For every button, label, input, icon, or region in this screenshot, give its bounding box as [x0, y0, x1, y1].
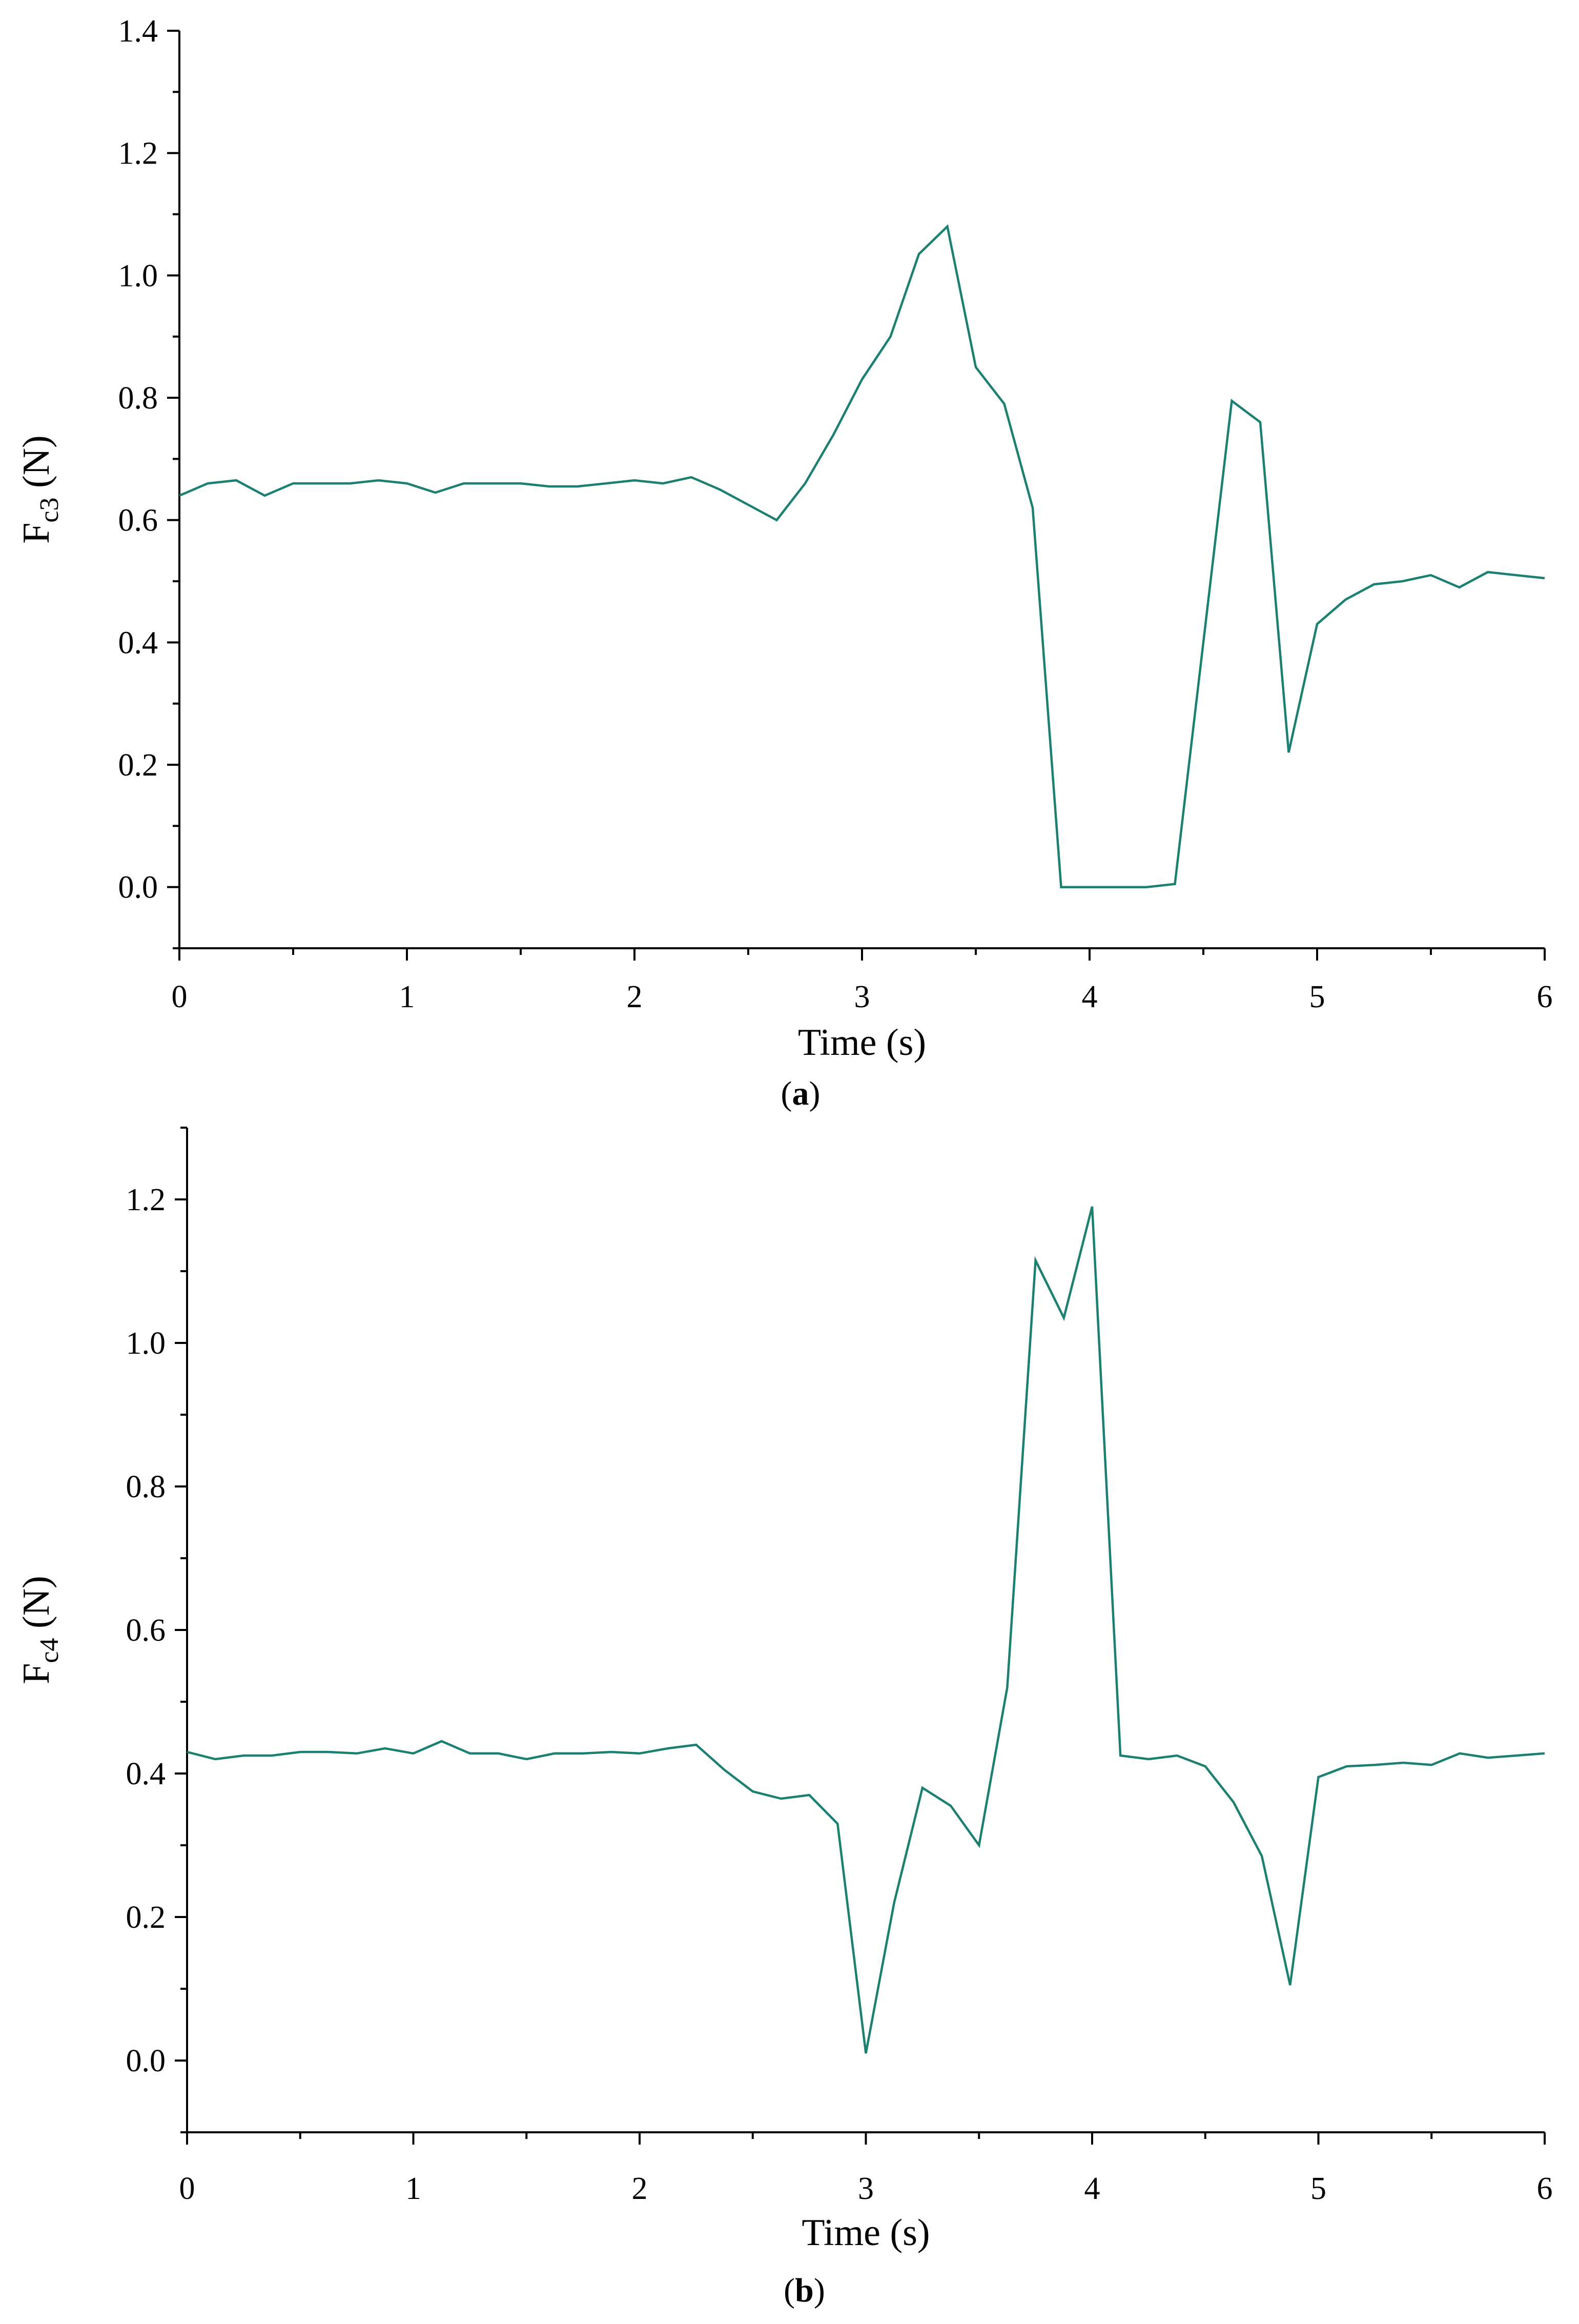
y-tick-label: 0.8	[118, 381, 158, 416]
panel-label-letter: b	[795, 2272, 814, 2309]
y-tick-label: 0.8	[126, 1470, 166, 1504]
y-axis-label-subscript: c3	[35, 497, 64, 522]
y-tick-label: 0.4	[118, 625, 158, 660]
series-line	[187, 1206, 1545, 2054]
x-tick-label: 6	[1537, 2171, 1553, 2206]
panel-label: (a)	[781, 1075, 821, 1112]
x-tick-label: 1	[405, 2171, 421, 2206]
y-tick-label: 0.2	[126, 1900, 166, 1935]
y-tick-label: 1.4	[118, 14, 158, 49]
x-tick-label: 4	[1084, 2171, 1100, 2206]
x-tick-label: 4	[1082, 980, 1098, 1014]
x-tick-label: 6	[1537, 980, 1553, 1014]
y-tick-label: 1.2	[118, 136, 158, 171]
x-axis-label: Time (s)	[798, 1022, 926, 1064]
y-tick-label: 0.2	[118, 748, 158, 783]
y-axis-label: Fc4 (N)	[15, 1576, 64, 1684]
x-tick-label: 3	[858, 2171, 874, 2206]
x-tick-label: 2	[632, 2171, 648, 2206]
y-tick-label: 0.0	[118, 870, 158, 905]
y-axis-label-unit: (N)	[15, 1576, 57, 1638]
panel-label-close-paren: )	[814, 2272, 825, 2309]
panel-label: (b)	[784, 2272, 825, 2309]
x-axis-label: Time (s)	[802, 2212, 930, 2254]
x-tick-label: 2	[627, 980, 643, 1014]
x-tick-label: 1	[399, 980, 415, 1014]
y-tick-label: 0.0	[126, 2044, 166, 2078]
x-tick-label: 0	[179, 2171, 195, 2206]
x-tick-label: 5	[1310, 2171, 1326, 2206]
series-line	[179, 224, 1545, 888]
panel-label-open-paren: (	[781, 1075, 792, 1112]
y-axis-label-unit: (N)	[15, 435, 57, 497]
y-axis-label-main: F	[15, 1663, 57, 1684]
y-tick-label: 0.6	[126, 1613, 166, 1648]
y-tick-label: 1.0	[126, 1326, 166, 1361]
panel-b: 0 1 2 3 4 5 6 0.0 0.2 0.4 0.6 0.8 1.0 1.2 Time (s) Fc4 …	[15, 1127, 1553, 2309]
panel-label-open-paren: (	[784, 2272, 795, 2309]
y-axis-label-main: F	[15, 523, 57, 544]
panel-label-letter: a	[792, 1075, 809, 1112]
panel-label-close-paren: )	[809, 1075, 821, 1112]
y-axis-label: Fc3 (N)	[15, 435, 64, 543]
y-tick-label: 0.6	[118, 503, 158, 538]
x-tick-label: 0	[172, 980, 188, 1014]
x-tick-label: 3	[854, 980, 870, 1014]
x-tick-label: 5	[1309, 980, 1325, 1014]
panel-a: 0 1 2 3 4 5 6 0.0 0.2 0.4 0.6 0.8 1.0 1.2 1.4 Time (s) F…	[15, 14, 1553, 1112]
y-tick-label: 1.0	[118, 258, 158, 293]
y-tick-label: 0.4	[126, 1757, 166, 1791]
y-tick-label: 1.2	[126, 1183, 166, 1217]
y-axis-label-subscript: c4	[35, 1638, 64, 1663]
